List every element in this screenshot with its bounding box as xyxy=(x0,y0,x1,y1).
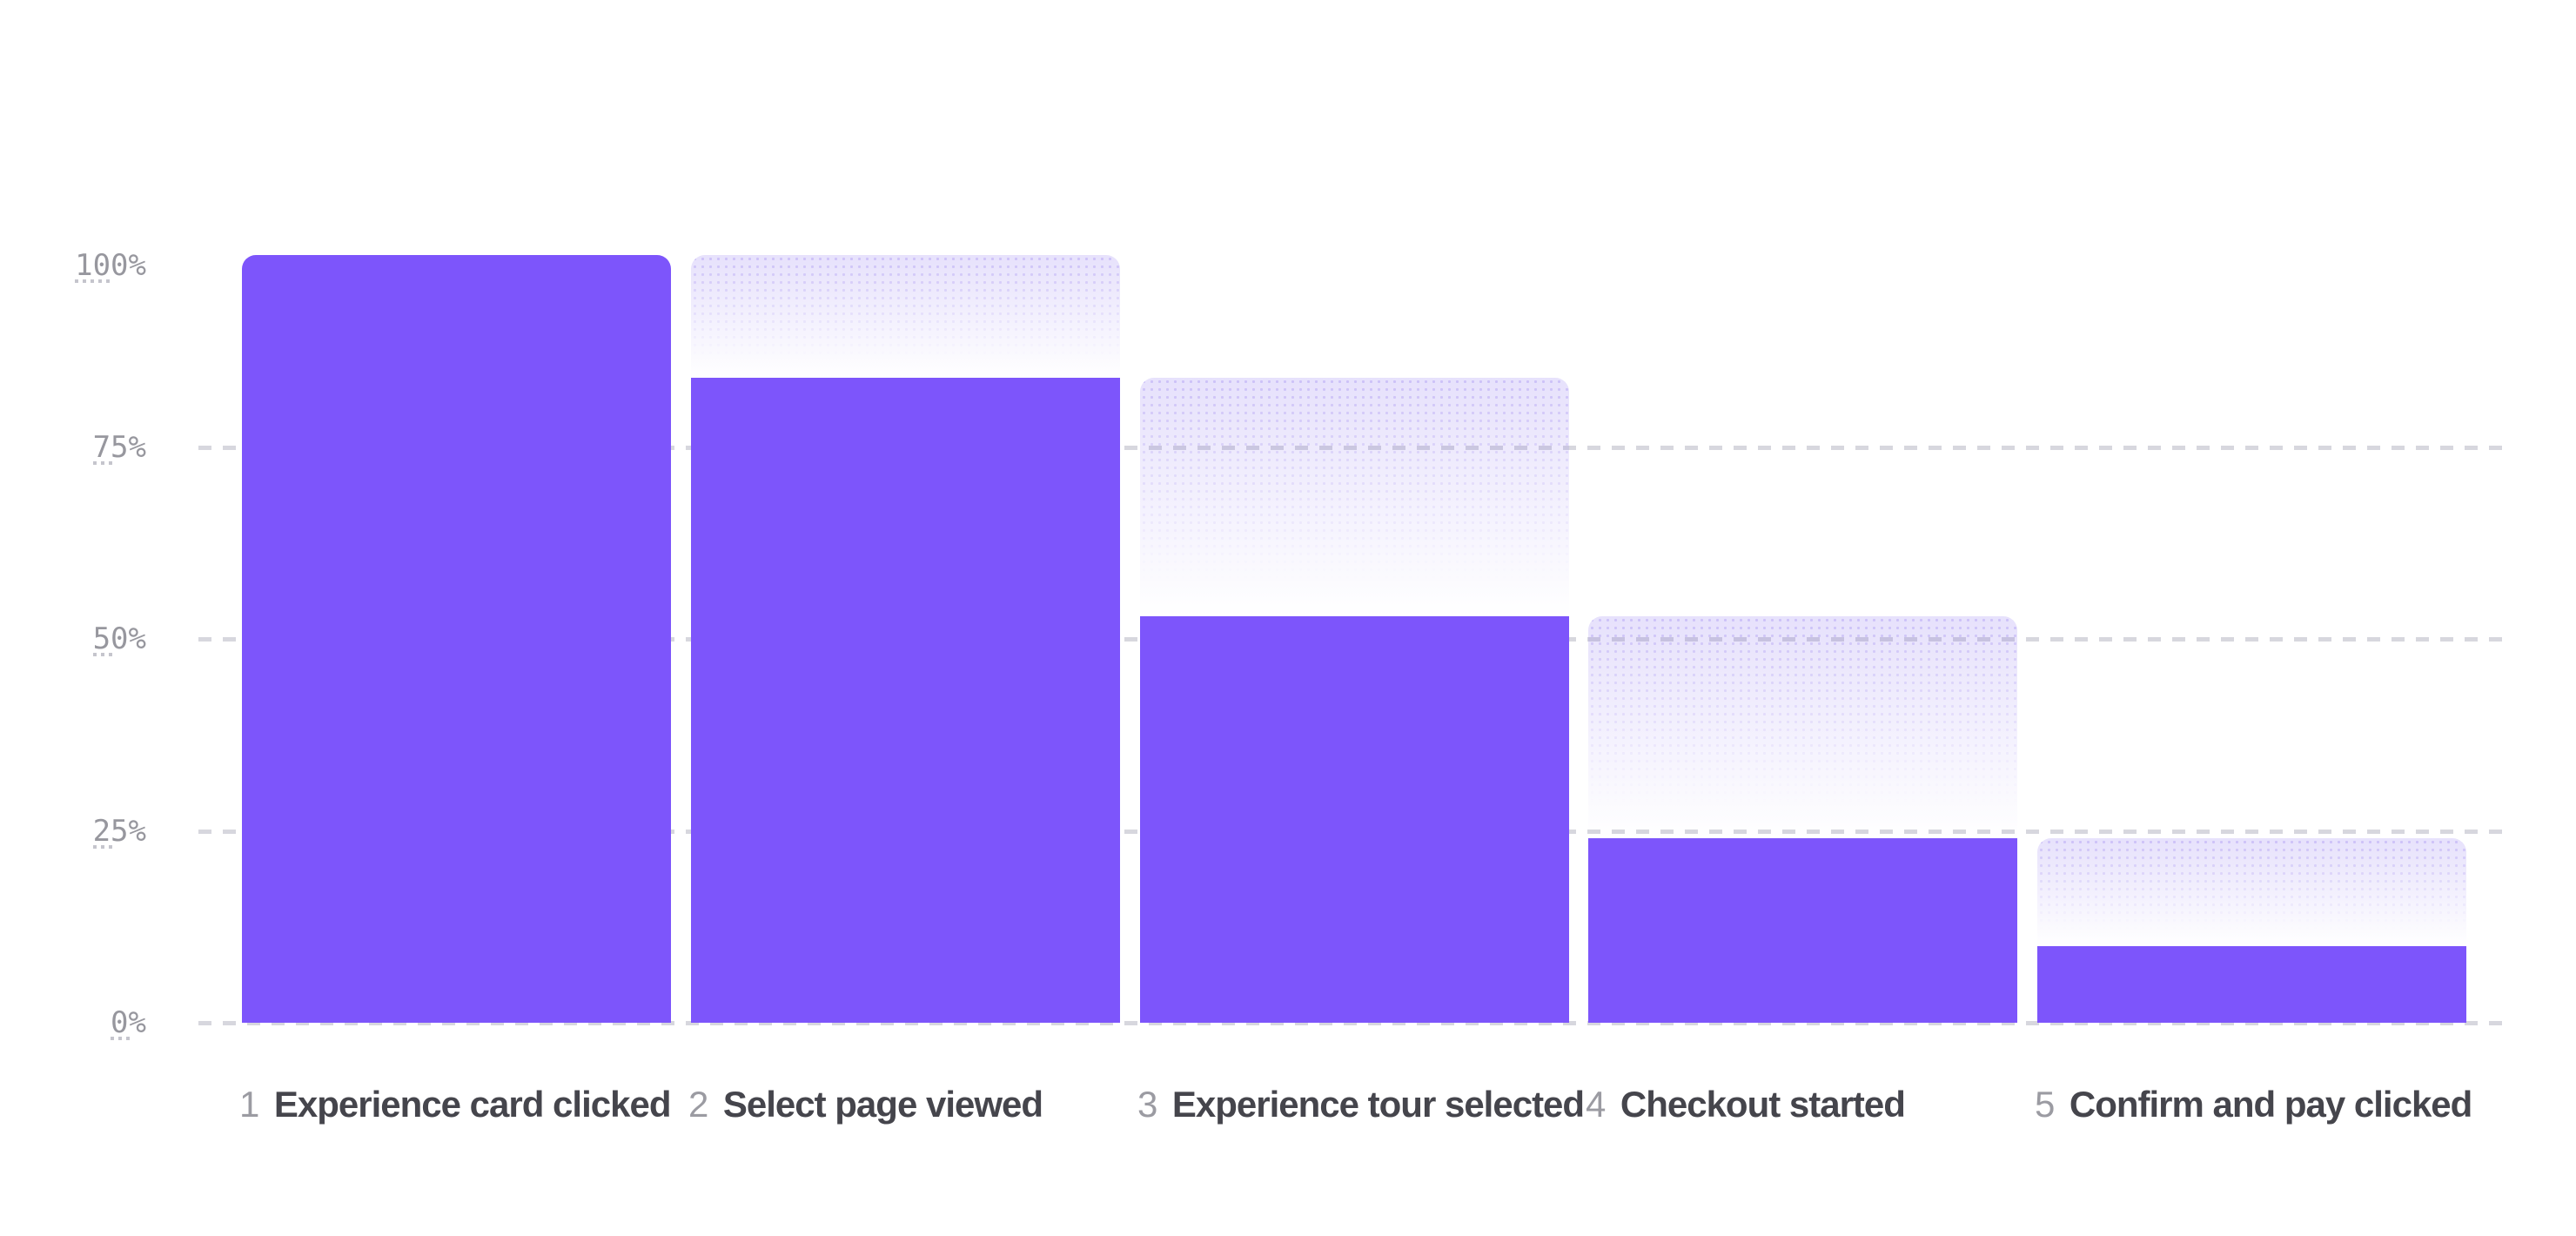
funnel-bar-step-4[interactable] xyxy=(1588,838,2017,1023)
funnel-ghost-step-5[interactable] xyxy=(2037,838,2466,946)
y-tick-50pct: 50% xyxy=(92,621,146,656)
step-name-2: Select page viewed xyxy=(722,1084,1043,1125)
y-tick-stub-25 xyxy=(92,844,115,849)
step-name-4: Checkout started xyxy=(1620,1084,1906,1125)
gridline-0pct xyxy=(198,1021,2505,1025)
step-number-4: 4 xyxy=(1586,1084,1606,1125)
y-tick-25pct: 25% xyxy=(92,813,146,849)
y-tick-0pct: 0% xyxy=(111,1005,146,1040)
funnel-bar-step-3[interactable] xyxy=(1140,615,1569,1023)
step-label-4: 4 Checkout started xyxy=(1586,1081,1906,1128)
step-number-3: 3 xyxy=(1137,1084,1157,1125)
y-tick-stub-100 xyxy=(75,279,115,283)
step-label-3: 3 Experience tour selected xyxy=(1137,1081,1585,1128)
funnel-ghost-step-2[interactable] xyxy=(691,255,1120,379)
y-tick-100pct: 100% xyxy=(75,248,146,283)
funnel-ghost-step-3[interactable] xyxy=(1140,378,1569,616)
step-label-2: 2 Select page viewed xyxy=(688,1081,1043,1128)
step-number-1: 1 xyxy=(239,1084,259,1125)
y-tick-stub-50 xyxy=(92,653,115,656)
step-name-5: Confirm and pay clicked xyxy=(2069,1084,2472,1125)
y-tick-stub-75 xyxy=(92,460,115,465)
step-number-2: 2 xyxy=(688,1084,708,1125)
funnel-ghost-step-4[interactable] xyxy=(1588,615,2017,839)
y-tick-75pct: 75% xyxy=(92,429,146,465)
step-label-1: 1 Experience card clicked xyxy=(239,1081,672,1128)
funnel-bar-step-5[interactable] xyxy=(2037,945,2466,1023)
step-name-3: Experience tour selected xyxy=(1171,1084,1585,1125)
y-tick-stub-0 xyxy=(111,1037,133,1040)
step-label-5: 5 Confirm and pay clicked xyxy=(2035,1081,2472,1128)
funnel-bar-step-2[interactable] xyxy=(691,378,1120,1023)
step-name-1: Experience card clicked xyxy=(273,1084,672,1125)
funnel-bar-step-1[interactable] xyxy=(242,255,671,1023)
step-number-5: 5 xyxy=(2035,1084,2055,1125)
